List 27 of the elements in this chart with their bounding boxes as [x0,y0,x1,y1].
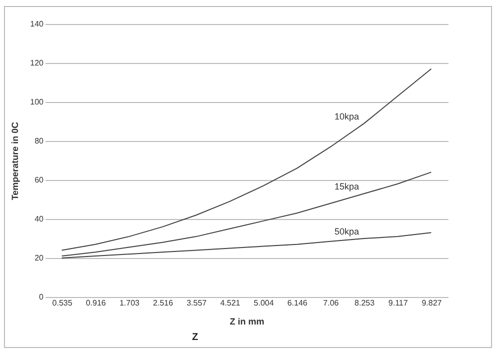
x-tick-label: 0.535 [52,298,73,308]
y-tick-label: 140 [30,20,44,28]
x-tick-label: 5.004 [254,298,274,308]
x-tick-label: 7.06 [323,298,340,308]
x-tick-label: 3.557 [186,298,208,308]
text: Z [192,332,198,343]
series-label: 50kpa [334,226,360,236]
y-tick-label: 60 [34,176,44,184]
series-label: 10kpa [334,111,360,122]
x-tick-label: 8.253 [354,298,376,308]
x-tick-label: 9.827 [422,298,442,308]
series-label: 15kpa [334,182,360,192]
x-tick-label: 9.117 [388,298,408,308]
x-tick-label: 1.703 [119,298,140,308]
x-tick-label: 0.916 [86,298,106,308]
y-tick-label: 0 [39,292,44,302]
y-tick-label: 100 [30,98,44,106]
y-tick-label: 40 [34,214,44,224]
line-series [61,68,432,251]
x-tick-label: 6.146 [287,298,308,308]
y-axis-title: Temperature in 0C [10,121,20,200]
y-tick-label: 120 [30,58,44,68]
x-tick-label: 4.521 [220,298,241,308]
y-tick-label: 80 [34,136,44,146]
x-axis-title: Z in mm [230,316,264,326]
x-tick-label: 2.516 [153,298,174,308]
y-tick-label: 20 [34,254,44,262]
